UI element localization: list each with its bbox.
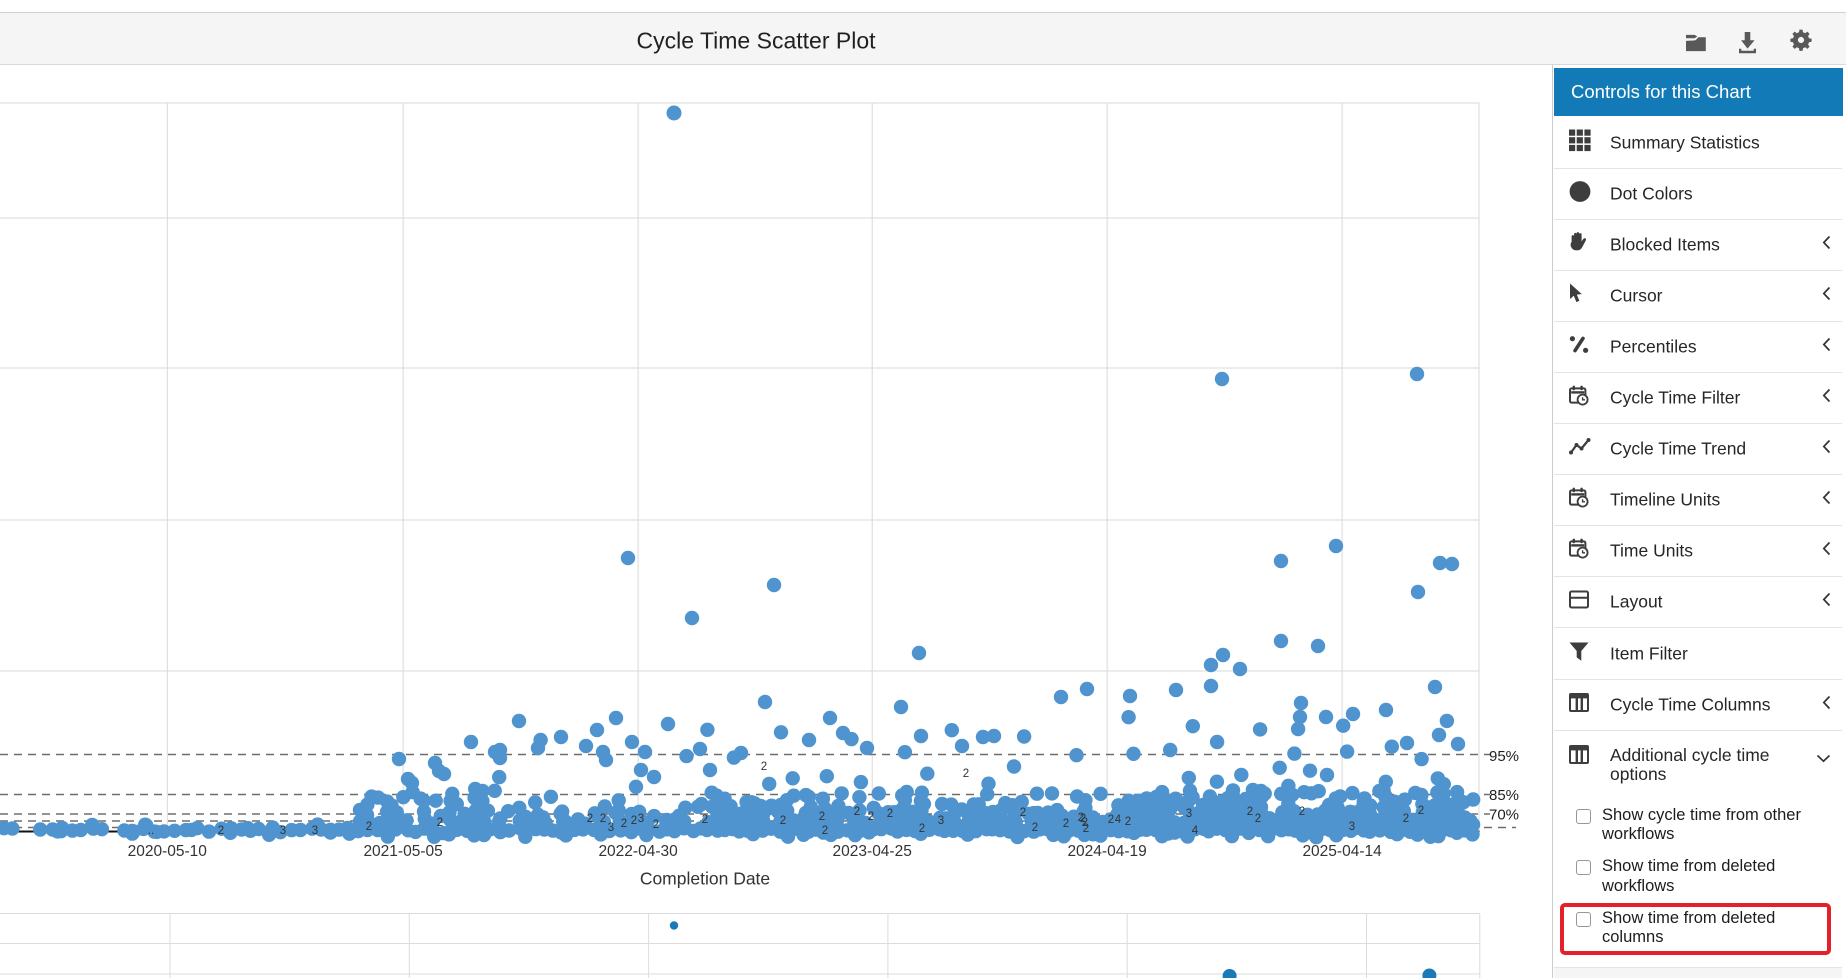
svg-text:2: 2 [587, 813, 593, 825]
svg-text:2: 2 [854, 806, 860, 818]
svg-text:2: 2 [600, 813, 606, 825]
svg-text:2: 2 [1020, 807, 1026, 819]
svg-text:3: 3 [312, 825, 318, 837]
svg-text:2: 2 [963, 768, 969, 780]
svg-text:2021-05-05: 2021-05-05 [363, 843, 442, 860]
svg-text:4: 4 [1192, 825, 1199, 837]
svg-text:2: 2 [702, 814, 708, 826]
svg-text:2: 2 [1063, 818, 1069, 830]
svg-text:3: 3 [280, 825, 286, 837]
svg-text:95%: 95% [1489, 748, 1519, 765]
svg-text:2: 2 [868, 811, 874, 823]
svg-text:2: 2 [919, 823, 925, 835]
svg-text:4: 4 [1115, 814, 1122, 826]
svg-text:2: 2 [822, 825, 828, 837]
svg-text:..: .. [148, 825, 154, 837]
svg-text:2024-04-19: 2024-04-19 [1067, 843, 1146, 860]
svg-text:2: 2 [1255, 813, 1261, 825]
svg-text:3: 3 [1349, 821, 1355, 833]
svg-text:2: 2 [1125, 816, 1131, 828]
svg-text:2: 2 [819, 811, 825, 823]
svg-text:Completion Date: Completion Date [640, 869, 770, 889]
svg-text:3: 3 [1186, 808, 1192, 820]
svg-text:2: 2 [621, 818, 627, 830]
svg-text:2: 2 [1080, 813, 1086, 825]
svg-text:85%: 85% [1489, 787, 1519, 804]
svg-text:2: 2 [780, 815, 786, 827]
svg-text:2: 2 [366, 821, 372, 833]
svg-text:2020-05-10: 2020-05-10 [128, 843, 208, 860]
svg-text:2: 2 [218, 825, 224, 837]
svg-text:2: 2 [887, 808, 893, 820]
svg-text:2: 2 [1032, 822, 1038, 834]
svg-text:2: 2 [1083, 823, 1089, 835]
svg-text:2: 2 [1108, 814, 1114, 826]
svg-text:2: 2 [437, 817, 443, 829]
svg-text:3: 3 [608, 822, 614, 834]
svg-text:3: 3 [938, 815, 944, 827]
svg-text:2023-04-25: 2023-04-25 [833, 843, 912, 860]
svg-text:2: 2 [761, 761, 767, 773]
svg-text:2022-04-30: 2022-04-30 [598, 843, 678, 860]
svg-text:2: 2 [1247, 806, 1253, 818]
svg-text:3: 3 [638, 813, 644, 825]
svg-text:2: 2 [1082, 817, 1088, 829]
svg-text:2: 2 [1403, 813, 1409, 825]
svg-text:2: 2 [631, 815, 637, 827]
svg-text:2025-04-14: 2025-04-14 [1302, 843, 1382, 860]
svg-text:2: 2 [1299, 806, 1305, 818]
svg-text:70%: 70% [1489, 807, 1519, 824]
svg-text:2: 2 [1078, 812, 1084, 824]
svg-text:2: 2 [1418, 805, 1424, 817]
svg-text:2: 2 [653, 819, 659, 831]
